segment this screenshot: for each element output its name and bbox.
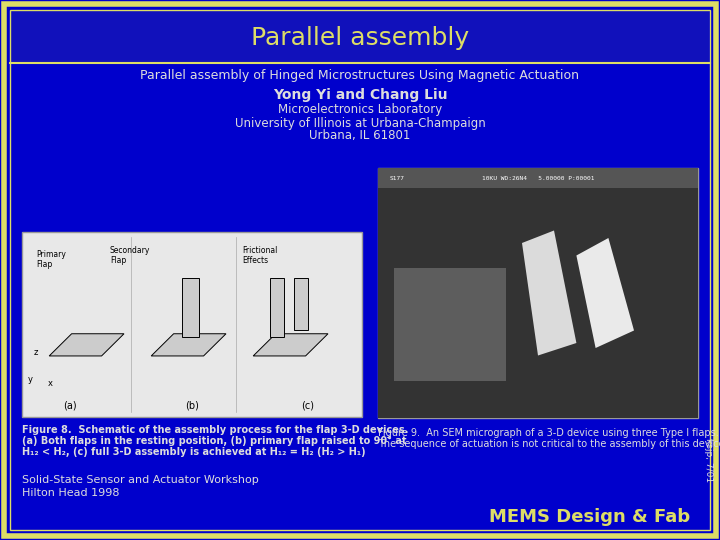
Text: x: x [48,379,53,388]
Bar [181,278,199,338]
Text: Hilton Head 1998: Hilton Head 1998 [22,488,120,498]
Polygon shape [49,334,124,356]
Text: S177: S177 [390,176,405,180]
Bar [11,11,709,63]
Polygon shape [522,231,577,355]
Text: Parallel assembly of Hinged Microstructures Using Magnetic Actuation: Parallel assembly of Hinged Microstructu… [140,70,580,83]
Polygon shape [151,334,226,356]
Bar [378,168,698,418]
Text: Figure 8.  Schematic of the assembly process for the flap 3-D devices.: Figure 8. Schematic of the assembly proc… [22,425,408,435]
Text: (b): (b) [185,401,199,411]
Text: Solid-State Sensor and Actuator Workshop: Solid-State Sensor and Actuator Workshop [22,475,258,485]
Text: MEMS Design & Fab: MEMS Design & Fab [489,508,690,526]
Bar [22,232,362,417]
Text: Frictional
Effects: Frictional Effects [242,246,277,265]
Bar [378,168,698,188]
Text: ksjp, 7/01: ksjp, 7/01 [703,438,713,482]
Bar [270,278,284,338]
Text: Urbana, IL 61801: Urbana, IL 61801 [310,130,410,143]
Text: z: z [34,348,38,357]
Bar [378,188,698,418]
Text: (a): (a) [63,401,76,411]
Text: University of Illinois at Urbana-Champaign: University of Illinois at Urbana-Champai… [235,117,485,130]
Text: The sequence of actuation is not critical to the assembly of this device.: The sequence of actuation is not critica… [378,439,720,449]
Polygon shape [577,238,634,348]
Text: H₁₂ < H₂, (c) full 3-D assembly is achieved at H₁₂ = H₂ (H₂ > H₁): H₁₂ < H₂, (c) full 3-D assembly is achie… [22,447,366,457]
Text: Figure 9.  An SEM micrograph of a 3-D device using three Type I flaps.: Figure 9. An SEM micrograph of a 3-D dev… [378,428,719,438]
Text: y: y [27,375,32,384]
Bar [294,278,307,330]
Text: Yong Yi and Chang Liu: Yong Yi and Chang Liu [273,88,447,102]
Polygon shape [253,334,328,356]
Text: Secondary
Flap: Secondary Flap [110,246,150,265]
Text: Primary
Flap: Primary Flap [36,250,66,269]
Bar [394,268,506,381]
Text: 10KU WD:26N4   5.00000 P:00001: 10KU WD:26N4 5.00000 P:00001 [482,176,594,180]
Text: (a) Both flaps in the resting position, (b) primary flap raised to 90° at: (a) Both flaps in the resting position, … [22,436,407,446]
Text: (c): (c) [301,401,314,411]
Text: Parallel assembly: Parallel assembly [251,26,469,50]
Text: Microelectronics Laboratory: Microelectronics Laboratory [278,104,442,117]
